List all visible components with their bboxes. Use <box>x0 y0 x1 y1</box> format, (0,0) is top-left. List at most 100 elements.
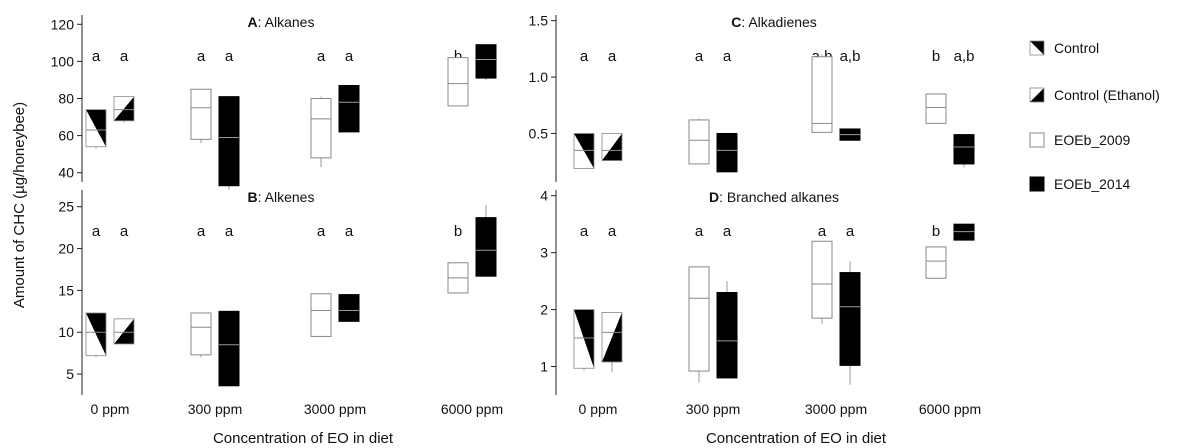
box-triangle <box>114 318 134 344</box>
legend-swatch-border <box>1029 87 1045 103</box>
y-tick-label: 1.5 <box>529 13 549 29</box>
box-open <box>811 240 833 324</box>
box-rect <box>190 312 212 356</box>
box-filled <box>839 261 861 385</box>
box-open <box>310 96 332 168</box>
y-tick-label: 40 <box>58 165 74 181</box>
box-rect <box>85 312 107 357</box>
box-open <box>925 93 947 124</box>
panel-title-letter: B <box>248 189 258 205</box>
box-control <box>85 109 107 149</box>
box-triangle <box>86 313 106 356</box>
x-axis-title: Concentration of EO in diet <box>706 430 887 447</box>
box-open <box>688 118 710 165</box>
box-rect <box>839 272 861 366</box>
box-ethanol <box>601 133 623 161</box>
box-open <box>190 88 212 144</box>
box-rect <box>310 293 332 337</box>
box-rect <box>113 318 135 345</box>
box-triangle <box>574 133 594 169</box>
box-control <box>573 309 595 371</box>
box-rect <box>475 217 497 277</box>
legend-label: EOEb_2009 <box>1054 132 1130 148</box>
x-tick-label: 6000 ppm <box>919 401 981 417</box>
legend-item-ethanol: Control (Ethanol) <box>1029 87 1160 103</box>
box-rect <box>85 109 107 148</box>
legend-item-filled: EOEb_2014 <box>1029 176 1130 192</box>
box-rect <box>953 223 975 241</box>
significance-label: a <box>225 48 234 65</box>
y-tick-label: 4 <box>540 188 548 204</box>
y-tick-label: 10 <box>58 324 74 340</box>
box-rect <box>338 294 360 322</box>
box-rect <box>925 93 947 124</box>
significance-label: a <box>225 223 234 240</box>
significance-label: a <box>92 48 101 65</box>
y-tick-label: 2 <box>540 302 548 318</box>
significance-label: a <box>345 48 354 65</box>
box-open <box>925 246 947 279</box>
legend-swatch-border <box>1029 40 1045 56</box>
legend-label: Control <box>1054 40 1099 56</box>
panel-title-letter: D <box>709 189 719 205</box>
box-rect <box>716 292 738 379</box>
x-tick-label: 300 ppm <box>686 401 740 417</box>
box-control <box>573 133 595 169</box>
legend-item-open: EOEb_2009 <box>1029 132 1130 148</box>
panel-title-name: : Branched alkanes <box>719 189 839 205</box>
box-filled <box>953 134 975 168</box>
significance-label: b <box>932 48 940 65</box>
box-triangle <box>602 312 622 362</box>
box-rect <box>338 85 360 133</box>
box-filled <box>338 85 360 133</box>
significance-label: a <box>317 48 326 65</box>
y-tick-label: 1.0 <box>529 69 549 85</box>
box-ethanol <box>601 312 623 373</box>
legend-swatch <box>1030 41 1044 55</box>
significance-label: a <box>197 48 206 65</box>
y-tick-label: 0.5 <box>529 125 549 141</box>
box-filled <box>218 310 240 387</box>
significance-label: a <box>120 48 129 65</box>
box-triangle <box>602 133 622 161</box>
significance-label: b <box>932 223 940 240</box>
y-tick-label: 15 <box>58 282 74 298</box>
y-tick-label: 25 <box>58 199 74 215</box>
box-filled <box>716 281 738 379</box>
x-tick-label: 3000 ppm <box>805 401 867 417</box>
legend-label: Control (Ethanol) <box>1054 87 1160 103</box>
panel-title: B: Alkenes <box>248 189 315 205</box>
box-triangle <box>86 109 106 147</box>
significance-label: b <box>454 223 462 240</box>
significance-label: a <box>818 223 827 240</box>
x-tick-label: 300 ppm <box>188 401 242 417</box>
box-rect <box>716 132 738 173</box>
box-filled <box>475 205 497 277</box>
x-axis-title: Concentration of EO in diet <box>213 430 394 447</box>
box-filled <box>953 223 975 241</box>
panel-title-letter: A <box>248 14 258 30</box>
box-rect <box>811 240 833 319</box>
significance-label: b <box>454 48 462 65</box>
box-rect <box>190 88 212 140</box>
box-open <box>688 266 710 383</box>
significance-label: a,b <box>840 48 861 65</box>
box-rect <box>925 246 947 279</box>
y-tick-label: 20 <box>58 241 74 257</box>
significance-label: a <box>608 223 617 240</box>
box-rect <box>113 96 135 122</box>
box-filled <box>839 128 861 141</box>
x-tick-label: 0 ppm <box>91 401 130 417</box>
y-axis-title: Amount of CHC (µg/honeybee) <box>11 102 28 308</box>
significance-label: a <box>345 223 354 240</box>
legend-label: EOEb_2014 <box>1054 176 1130 192</box>
box-rect <box>601 133 623 161</box>
legend-item-control: Control <box>1029 40 1099 56</box>
significance-label: a <box>695 48 704 65</box>
